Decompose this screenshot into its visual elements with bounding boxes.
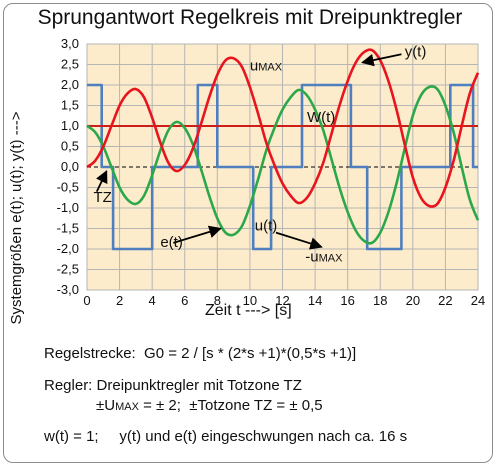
annotation-yt: y(t)	[405, 43, 427, 60]
x-tick-label: 12	[275, 293, 289, 308]
annotation-ut: u(t)	[255, 218, 278, 235]
y-tick-label: -2,0	[57, 241, 79, 256]
annotation-arrow	[173, 225, 222, 244]
info-umax-rest: = ± 2; ±Totzone TZ = ± 0,5	[138, 397, 323, 414]
x-tick-label: 6	[181, 293, 188, 308]
y-tick-label: -1,5	[57, 221, 79, 236]
y-tick-label: 2,5	[61, 57, 79, 72]
series-yt-line	[86, 48, 480, 208]
x-tick-label: 14	[308, 293, 322, 308]
x-tick-label: 24	[471, 293, 485, 308]
x-tick-label: 0	[83, 293, 90, 308]
y-tick-label: -2,5	[57, 262, 79, 277]
annotation-arrow	[361, 53, 402, 67]
info-setpoint: w(t) = 1; y(t) und e(t) eingeschwungen n…	[44, 428, 408, 445]
info-regelstrecke: Regelstrecke: G0 = 2 / [s * (2*s +1)*(0,…	[44, 345, 357, 362]
tick-labels: 0 2 4 6 8 10 12 14 16 18 20 22 243,02,52,01,51,00,50…	[57, 36, 486, 308]
x-tick-label: 18	[373, 293, 387, 308]
x-tick-label: 4	[149, 293, 156, 308]
annotation-u-max: -uMAX	[305, 248, 343, 265]
annotation-et: e(t)	[160, 234, 183, 251]
info-umax-u: ±U	[96, 397, 116, 414]
series-group	[86, 48, 480, 251]
x-tick-label: 20	[406, 293, 420, 308]
x-tick-label: 22	[438, 293, 452, 308]
y-tick-label: 0,5	[61, 139, 79, 154]
info-umax: ±UMAX = ± 2; ±Totzone TZ = ± 0,5	[96, 397, 323, 414]
y-tick-label: 2,0	[61, 77, 79, 92]
x-tick-label: 2	[116, 293, 123, 308]
x-axis-label: Zeit t ---> [s]	[205, 302, 292, 319]
y-tick-label: 1,5	[61, 98, 79, 113]
y-tick-label: -1,0	[57, 200, 79, 215]
x-tick-label: 8	[214, 293, 221, 308]
annotations: y(t) uMAX W(t) TZ e(t) u(t) -uMAX	[94, 43, 427, 265]
annotation-subscript: MAX	[319, 252, 344, 264]
info-regler: Regler: Dreipunktregler mit Totzone TZ	[44, 377, 302, 394]
annotation-tz: TZ	[94, 189, 112, 206]
annotation-wt: W(t)	[307, 109, 335, 126]
series-et-line	[86, 85, 480, 245]
y-tick-label: 0,0	[61, 159, 79, 174]
annotation-u-max: uMAX	[250, 58, 283, 75]
x-tick-label: 16	[340, 293, 354, 308]
y-tick-label: 3,0	[61, 36, 79, 51]
y-tick-label: -0,5	[57, 180, 79, 195]
annotation-arrow	[275, 231, 323, 250]
annotation-arrow	[95, 169, 108, 192]
y-tick-label: -3,0	[57, 282, 79, 297]
y-tick-label: 1,0	[61, 118, 79, 133]
series-ut-line	[87, 83, 478, 251]
annotation-subscript: MAX	[258, 62, 283, 74]
x-tick-label: 10	[243, 293, 257, 308]
info-umax-sub: MAX	[115, 401, 139, 413]
chart-title: Sprungantwort Regelkreis mit Dreipunktre…	[37, 6, 463, 29]
